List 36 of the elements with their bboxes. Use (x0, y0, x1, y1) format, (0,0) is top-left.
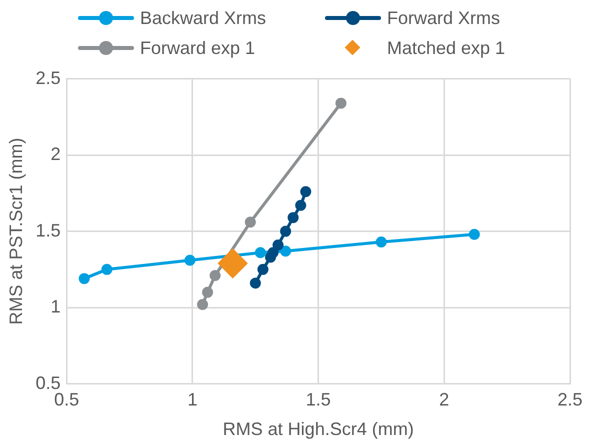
point (250, 278, 261, 289)
point (288, 212, 299, 224)
point (218, 248, 248, 278)
point (280, 226, 292, 237)
point (202, 286, 214, 298)
point (254, 247, 266, 258)
y-tick-label: 1 (50, 296, 61, 317)
legend-label: Forward Xrms (387, 8, 500, 28)
x-tick-label: 2.5 (557, 390, 583, 410)
x-axis-title: RMS at High.Scr4 (mm) (222, 419, 414, 440)
point (197, 299, 208, 310)
point (101, 264, 112, 275)
y-axis-title: RMS at PST.Scr1 (mm) (6, 138, 26, 325)
legend-label: Matched exp 1 (387, 38, 506, 58)
point (295, 200, 306, 211)
legend-label: Backward Xrms (140, 8, 266, 28)
point (272, 240, 284, 251)
y-tick-label: 1.5 (36, 220, 61, 240)
point (78, 273, 90, 284)
point (210, 270, 221, 282)
point (300, 186, 312, 198)
x-tick-label: 1.5 (306, 390, 331, 410)
x-tick-label: 2 (439, 390, 450, 410)
point (244, 216, 256, 228)
point (335, 98, 346, 109)
point (376, 236, 387, 248)
point (468, 228, 480, 240)
point (184, 254, 196, 266)
point (268, 247, 279, 258)
point (280, 246, 292, 257)
y-tick-label: 2.5 (36, 68, 61, 88)
point (257, 264, 268, 275)
x-tick-label: 1 (187, 390, 198, 410)
y-tick-label: 2 (50, 144, 61, 164)
y-tick-label: 0.5 (36, 372, 61, 393)
legend-label: Forward exp 1 (140, 38, 256, 58)
